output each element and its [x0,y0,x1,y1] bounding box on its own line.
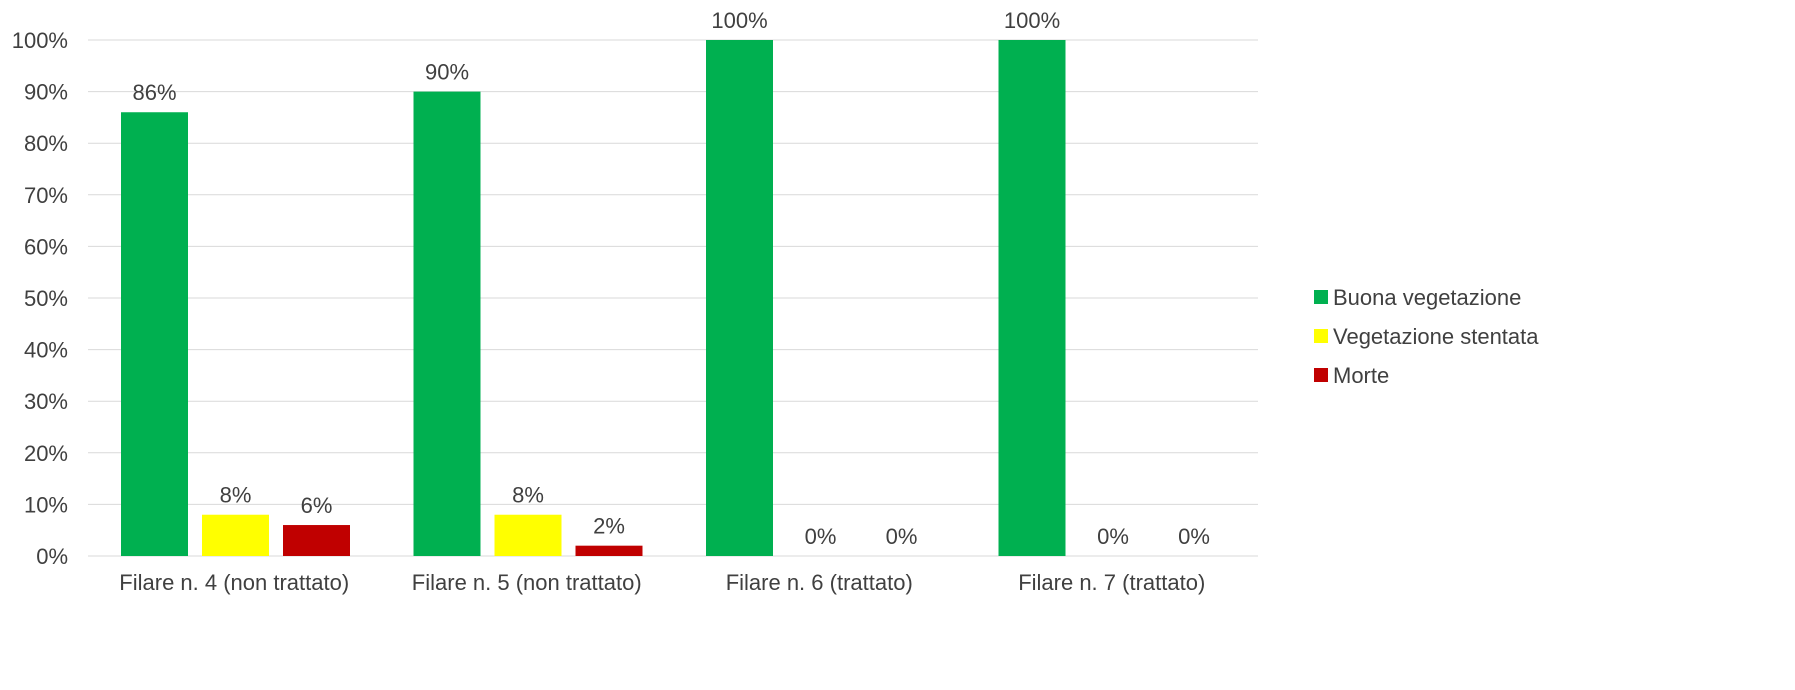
bar [413,91,481,556]
y-tick-label: 20% [24,441,68,466]
legend-label: Morte [1333,363,1389,388]
data-label: 0% [886,524,918,549]
data-label: 0% [1178,524,1210,549]
data-label: 6% [301,493,333,518]
y-tick-label: 40% [24,338,68,363]
y-tick-label: 70% [24,183,68,208]
legend-swatch [1314,368,1328,382]
legend-swatch [1314,290,1328,304]
x-tick-label: Filare n. 5 (non trattato) [412,570,642,595]
bar [998,40,1066,556]
bar [494,514,562,556]
legend-label: Vegetazione stentata [1333,324,1539,349]
bar [121,112,188,557]
data-label: 0% [805,524,837,549]
y-tick-label: 30% [24,389,68,414]
y-tick-label: 80% [24,131,68,156]
bar [575,545,643,556]
data-label: 100% [711,8,767,33]
data-label: 0% [1097,524,1129,549]
data-label: 90% [425,60,469,85]
x-tick-label: Filare n. 4 (non trattato) [119,570,349,595]
y-tick-label: 90% [24,80,68,105]
bar [706,40,773,556]
y-tick-label: 100% [12,28,68,53]
data-label: 100% [1004,8,1060,33]
data-label: 2% [593,514,625,539]
data-label: 8% [220,483,252,508]
data-label: 86% [132,80,176,105]
bar [283,525,350,556]
y-tick-label: 60% [24,234,68,259]
legend-swatch [1314,329,1328,343]
y-tick-label: 0% [36,544,68,569]
data-label: 8% [512,483,544,508]
x-tick-label: Filare n. 7 (trattato) [1018,570,1205,595]
x-tick-label: Filare n. 6 (trattato) [726,570,913,595]
y-tick-label: 50% [24,286,68,311]
legend-label: Buona vegetazione [1333,285,1521,310]
bar [202,514,269,556]
y-tick-label: 10% [24,492,68,517]
